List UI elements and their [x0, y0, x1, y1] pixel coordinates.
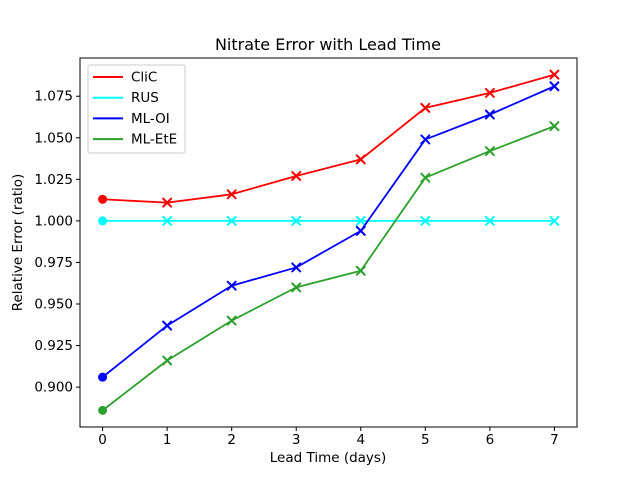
marker-x-RUS [355, 215, 366, 226]
marker-x-ML-OI [226, 280, 237, 291]
marker-x-CliC [420, 102, 431, 113]
legend: CliC RUS ML-OI ML-EtE [87, 64, 186, 154]
marker-x-CliC [549, 69, 560, 80]
marker-x-RUS [420, 215, 431, 226]
marker-x-CliC [484, 87, 495, 98]
marker-x-ML-EtE [355, 265, 366, 276]
legend-label-ML-EtE: ML-EtE [131, 132, 177, 148]
marker-x-RUS [291, 215, 302, 226]
x-tick-label: 0 [98, 432, 107, 448]
y-axis-label: Relative Error (ratio) [10, 174, 26, 312]
axes: 0.900 0.925 0.950 0.975 1.000 1.025 1.050 1.075… [34, 57, 578, 448]
marker-x-ML-OI [162, 320, 173, 331]
marker-circle-ML-EtE [98, 405, 108, 415]
plot-frame [79, 57, 578, 428]
marker-x-ML-EtE [420, 172, 431, 183]
marker-x-CliC [355, 154, 366, 165]
y-tick-label: 0.900 [34, 380, 73, 396]
series-layer [98, 69, 560, 415]
line-ML-OI [102, 85, 555, 378]
legend-box [87, 64, 186, 154]
line-ML-EtE [102, 125, 555, 412]
y-tick-label: 1.075 [34, 89, 73, 105]
x-tick-label: 5 [421, 432, 430, 448]
marker-x-ML-EtE [226, 315, 237, 326]
y-tick-label: 0.975 [34, 255, 73, 271]
marker-x-ML-OI [484, 109, 495, 120]
marker-x-RUS [549, 215, 560, 226]
y-tick-label: 1.000 [34, 213, 73, 229]
x-axis-label: Lead Time (days) [270, 450, 386, 466]
y-tick-label: 1.050 [34, 130, 73, 146]
marker-x-ML-OI [291, 262, 302, 273]
y-tick-label: 1.025 [34, 172, 73, 188]
x-tick-label: 1 [163, 432, 172, 448]
x-tick-label: 3 [292, 432, 301, 448]
marker-x-ML-OI [420, 134, 431, 145]
marker-x-ML-EtE [291, 282, 302, 293]
marker-x-RUS [484, 215, 495, 226]
marker-x-RUS [226, 215, 237, 226]
legend-label-RUS: RUS [131, 90, 159, 106]
marker-x-CliC [162, 197, 173, 208]
marker-circle-RUS [98, 216, 108, 226]
marker-circle-CliC [98, 194, 108, 204]
y-tick-label: 0.925 [34, 338, 73, 354]
marker-x-ML-EtE [484, 146, 495, 157]
marker-x-RUS [162, 215, 173, 226]
line-CliC [102, 73, 555, 204]
marker-x-CliC [291, 171, 302, 182]
marker-x-ML-EtE [549, 121, 560, 132]
y-tick-label: 0.950 [34, 297, 73, 313]
x-tick-label: 2 [227, 432, 236, 448]
marker-circle-ML-OI [98, 372, 108, 382]
marker-x-CliC [226, 189, 237, 200]
marker-x-ML-OI [355, 225, 366, 236]
chart-title: Nitrate Error with Lead Time [215, 35, 441, 54]
legend-label-CliC: CliC [131, 70, 157, 86]
x-tick-label: 4 [356, 432, 365, 448]
legend-label-ML-OI: ML-OI [131, 111, 170, 127]
x-tick-label: 7 [550, 432, 559, 448]
marker-x-ML-EtE [162, 355, 173, 366]
marker-x-ML-OI [549, 81, 560, 92]
x-tick-label: 6 [486, 432, 495, 448]
